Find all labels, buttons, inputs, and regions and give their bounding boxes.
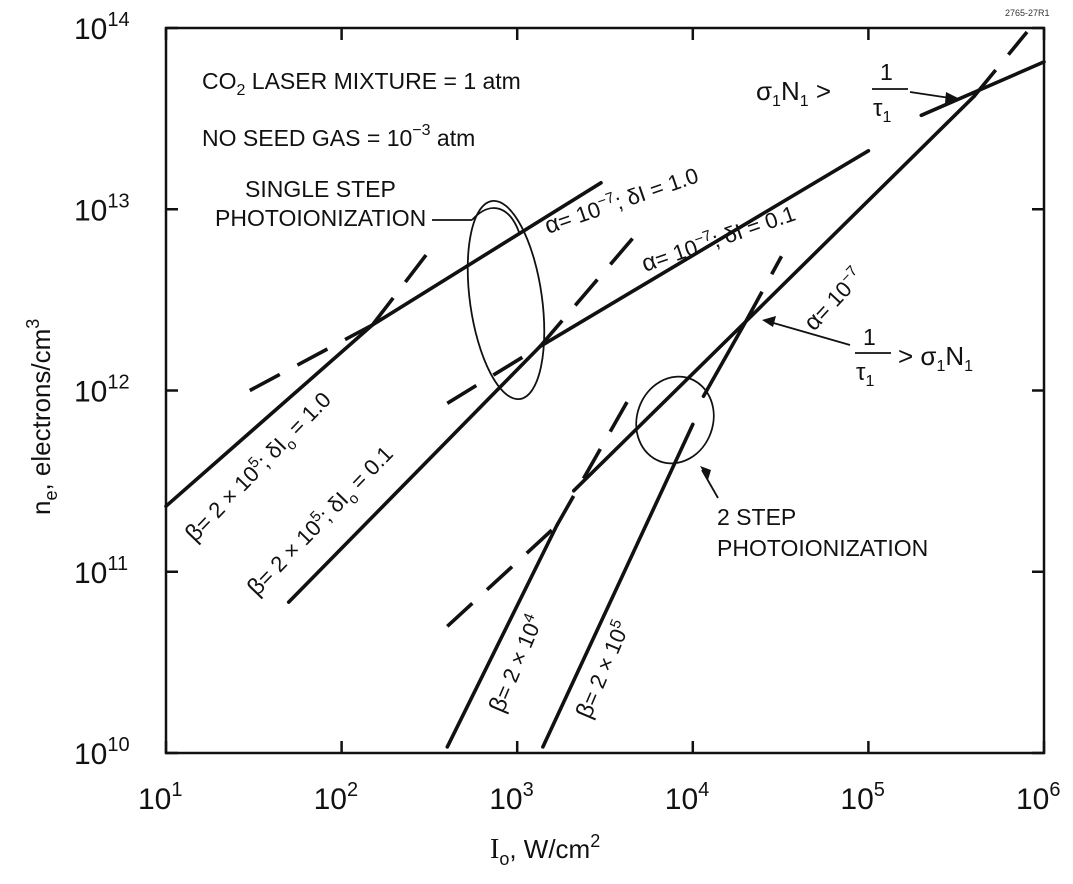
- x-tick-label-3: 104: [665, 779, 710, 816]
- two-step-ellipse: [635, 375, 715, 465]
- label-alpha-1: α= 10−7; δI = 1.0: [541, 161, 702, 240]
- y-tick-labels: 1010 1011 1012 1013 1014: [74, 9, 130, 771]
- x-tick-label-1: 102: [314, 779, 359, 816]
- series-line-7: [538, 236, 635, 348]
- condition-high-den: τ1: [873, 95, 891, 126]
- two-step-leader: [701, 469, 719, 499]
- series-line-10: [743, 94, 976, 324]
- condition-high-leader: [909, 91, 951, 99]
- two-step-line2: PHOTOIONIZATION: [717, 535, 928, 561]
- two-step-arrow-icon: [700, 466, 711, 480]
- x-tick-labels: 101 102 103 104 105 106: [138, 779, 1061, 816]
- figure-id: 2765-27R1: [1005, 8, 1050, 18]
- series-line-17: [972, 30, 1029, 98]
- condition-co2: CO2 LASER MIXTURE = 1 atm: [202, 68, 521, 99]
- series-line-6: [446, 344, 542, 405]
- x-tick-label-2: 103: [489, 779, 534, 816]
- condition-seed: NO SEED GAS = 10−3 atm: [202, 122, 475, 151]
- series-line-4: [286, 344, 542, 604]
- single-step-line1: SINGLE STEP: [245, 176, 396, 202]
- single-step-ellipse: [466, 199, 546, 401]
- condition-low-arrow-icon: [762, 316, 776, 327]
- label-beta-2e4: β= 2 × 104: [483, 611, 549, 717]
- series-line-13: [744, 255, 784, 323]
- series-line-12: [555, 389, 636, 527]
- condition-high-arrow-icon: [945, 92, 960, 103]
- condition-low-den: τ1: [856, 359, 874, 390]
- single-step-annotation: SINGLE STEP PHOTOIONIZATION: [215, 176, 546, 401]
- condition-low-annotation: 1 τ1 > σ1N1: [762, 316, 973, 390]
- two-step-line1: 2 STEP: [717, 504, 796, 530]
- condition-high-num: 1: [880, 59, 893, 85]
- series-line-2: [248, 323, 374, 393]
- x-tick-label-0: 101: [138, 779, 183, 816]
- series-line-14: [541, 422, 695, 749]
- y-axis-label: ne, electrons/cm3: [23, 319, 61, 515]
- series-line-15: [701, 319, 748, 398]
- series-line-0: [164, 323, 375, 508]
- condition-high-text: σ1N1 >: [756, 76, 831, 110]
- condition-low-num: 1: [863, 324, 876, 350]
- condition-texts: CO2 LASER MIXTURE = 1 atm NO SEED GAS = …: [202, 68, 521, 151]
- condition-low-leader: [769, 321, 851, 346]
- x-tick-label-5: 106: [1016, 779, 1061, 816]
- label-alpha-2step: α= 10−7: [798, 263, 869, 337]
- condition-high-annotation: σ1N1 > 1 τ1: [756, 59, 960, 126]
- series-line-9: [572, 319, 748, 493]
- y-tick-label-2: 1012: [74, 372, 130, 409]
- y-tick-label-3: 1013: [74, 190, 130, 227]
- series-line-8: [445, 523, 559, 749]
- series-line-11: [446, 524, 559, 628]
- series-line-1: [370, 181, 603, 327]
- y-tick-label-0: 1010: [74, 734, 130, 771]
- series-lines: [164, 30, 1046, 749]
- condition-low-text: > σ1N1: [898, 341, 973, 375]
- y-tick-label-4: 1014: [74, 9, 130, 46]
- x-tick-label-4: 105: [840, 779, 885, 816]
- series-line-5: [538, 149, 871, 349]
- series-labels: β= 2 × 105; δIo = 1.0 β= 2 × 105; δIo = …: [180, 161, 869, 723]
- single-step-line2: PHOTOIONIZATION: [215, 205, 426, 231]
- y-tick-label-1: 1011: [74, 553, 128, 590]
- x-axis-label: Io, W/cm2: [490, 831, 600, 869]
- two-step-annotation: 2 STEP PHOTOIONIZATION: [635, 375, 928, 561]
- axis-ticks: [164, 26, 1046, 755]
- series-line-3: [371, 248, 432, 326]
